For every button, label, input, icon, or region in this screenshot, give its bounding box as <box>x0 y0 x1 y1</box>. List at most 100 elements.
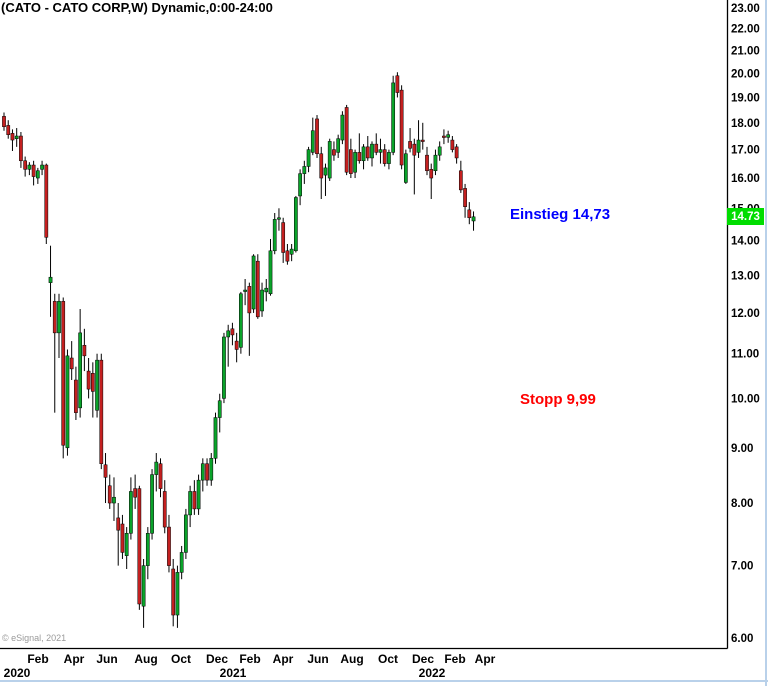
candle-body <box>285 250 290 262</box>
window-border-bottom <box>0 680 768 682</box>
candle-body <box>234 340 239 350</box>
candle-body <box>179 552 184 573</box>
candle-body <box>332 149 336 156</box>
candle-body <box>209 458 214 481</box>
y-axis-tick-label: 23.00 <box>731 3 760 15</box>
candle-body <box>6 125 11 135</box>
candle-body <box>196 479 201 510</box>
month-label: Jun <box>96 652 117 666</box>
candle-body <box>272 219 277 252</box>
y-axis-tick-label: 16.00 <box>731 173 760 185</box>
candle-body <box>336 138 341 153</box>
candle-body <box>10 133 15 141</box>
candle-body <box>150 474 154 534</box>
candle-body <box>315 118 319 155</box>
candle-body <box>222 336 226 399</box>
candle-body <box>412 143 417 156</box>
candle-body <box>378 149 383 153</box>
candle-body <box>467 209 472 219</box>
candle-body <box>268 250 273 295</box>
candle-body <box>226 330 231 338</box>
candle-body <box>86 370 91 390</box>
candle-body <box>429 169 434 179</box>
year-label: 2022 <box>419 666 446 680</box>
month-label: Dec <box>206 652 228 666</box>
candle-body <box>82 345 87 357</box>
candle-body <box>454 146 459 159</box>
candle-body <box>19 135 23 162</box>
candle-body <box>141 565 146 607</box>
candle-body <box>247 286 252 314</box>
candle-body <box>255 260 260 318</box>
candle-body <box>404 153 408 183</box>
candle-body <box>420 139 425 142</box>
candle-body <box>145 533 150 566</box>
candle-body <box>370 143 374 159</box>
y-axis-tick-label: 14.00 <box>731 236 760 248</box>
candle-body <box>450 139 455 150</box>
month-label: Oct <box>378 652 398 666</box>
candle-body <box>374 143 379 153</box>
year-label: 2021 <box>220 666 247 680</box>
month-label: Aug <box>340 652 363 666</box>
stop-annotation: Stopp 9,99 <box>520 391 596 408</box>
esignal-copyright: © eSignal, 2021 <box>2 633 67 643</box>
candle-body <box>31 164 36 177</box>
candle-body <box>78 332 82 409</box>
candle-body <box>90 373 95 392</box>
y-axis-tick-label: 6.00 <box>731 633 753 645</box>
candle-body <box>99 359 104 464</box>
candle-body <box>230 328 235 336</box>
candle-body <box>74 379 78 413</box>
y-axis-tick-label: 12.00 <box>731 308 760 320</box>
candle-body <box>340 114 345 141</box>
candle-body <box>323 167 328 176</box>
candle-body <box>408 141 412 149</box>
month-label: Oct <box>171 652 191 666</box>
y-axis-tick-label: 11.00 <box>731 349 759 361</box>
candle-body <box>387 152 391 164</box>
candle-body <box>471 216 476 222</box>
y-axis-tick-label: 20.00 <box>731 68 760 80</box>
candle-body <box>57 301 61 334</box>
month-label: Feb <box>27 652 48 666</box>
candle-body <box>353 152 357 173</box>
candle-body <box>129 491 133 534</box>
candle-body <box>365 146 370 159</box>
month-label: Feb <box>444 652 465 666</box>
candle-body <box>158 463 163 489</box>
candle-body <box>95 359 99 411</box>
month-label: Aug <box>134 652 157 666</box>
candle-body <box>361 146 366 162</box>
candle-body <box>124 533 129 556</box>
candle-body <box>349 149 353 174</box>
month-label: Apr <box>64 652 85 666</box>
y-axis-tick-label: 18.00 <box>731 118 760 130</box>
candle-body <box>116 517 121 531</box>
candle-body <box>154 461 159 475</box>
y-axis-tick-label: 10.00 <box>731 393 760 405</box>
candle-body <box>277 217 281 220</box>
candle-body <box>48 276 53 283</box>
candle-body <box>162 491 167 528</box>
candle-body <box>382 149 387 164</box>
candle-body <box>175 572 180 616</box>
candle-body <box>23 160 27 170</box>
candle-body <box>171 568 176 616</box>
candle-body <box>327 141 332 179</box>
candle-body <box>310 130 315 153</box>
candle-body <box>243 289 247 292</box>
candle-body <box>213 417 218 459</box>
month-label: Apr <box>475 652 496 666</box>
candle-body <box>65 355 70 449</box>
candle-body <box>107 485 112 504</box>
candle-body <box>289 248 294 255</box>
candle-body <box>44 164 49 238</box>
candle-body <box>239 293 243 348</box>
candle-body <box>2 116 6 127</box>
candle-body <box>302 166 307 174</box>
candle-body <box>357 152 362 162</box>
candle-body <box>298 173 302 197</box>
